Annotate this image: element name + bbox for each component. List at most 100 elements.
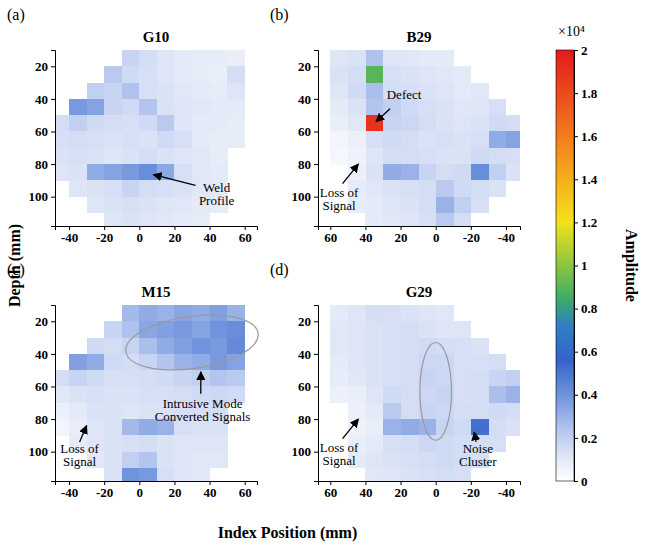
heatmap-cell: [210, 83, 228, 100]
heatmap-cell: [418, 50, 436, 67]
heatmap-cell: [506, 115, 520, 132]
heatmap-cell: [418, 321, 436, 338]
y-axis-tick: 100: [292, 189, 319, 204]
heatmap-cell: [122, 403, 140, 420]
heatmap-cell: [210, 50, 228, 67]
heatmap-cell: [192, 452, 210, 469]
heatmap-cell: [488, 99, 506, 116]
heatmap-cell: [383, 115, 401, 132]
heatmap-cell: [383, 50, 401, 67]
heatmap-cell: [348, 83, 366, 100]
heatmap-cell: [192, 131, 210, 148]
colorbar-axis-tick: 0.8: [574, 301, 598, 316]
heatmap-cell: [365, 386, 383, 403]
heatmap-cell: [227, 370, 245, 387]
heatmap-cell: [401, 213, 419, 226]
heatmap-cell: [210, 99, 228, 116]
x-axis: 6040200-20-40: [319, 226, 521, 245]
heatmap-cell: [192, 148, 210, 165]
y-axis-tick-mark: [314, 131, 318, 132]
heatmap-cell: [365, 99, 383, 116]
heatmap-cell: [365, 83, 383, 100]
heatmap-cell: [365, 164, 383, 181]
x-axis-tick: 60: [239, 226, 252, 245]
y-axis-tick-label: 40: [298, 347, 311, 362]
heatmap-cell: [488, 403, 506, 420]
heatmap-cell: [471, 197, 489, 214]
heatmap-cell: [157, 66, 175, 83]
annotation-arrow: [343, 164, 359, 184]
heatmap-cell: [87, 386, 105, 403]
annotation-line: Signal: [322, 198, 356, 213]
y-axis-tick-label: 20: [35, 314, 48, 329]
heatmap-cell: [436, 115, 454, 132]
heatmap-cell: [418, 435, 436, 452]
heatmap-cell: [365, 354, 383, 371]
x-axis-tick-label: 40: [204, 485, 217, 500]
heatmap-cell: [383, 321, 401, 338]
heatmap-cell: [139, 83, 157, 100]
heatmap-cell: [330, 370, 348, 387]
x-axis-tick: 60: [239, 481, 252, 500]
annotation-line: Converted Signals: [155, 409, 251, 424]
y-axis-tick-label: 20: [298, 314, 311, 329]
heatmap-cell: [365, 338, 383, 355]
heatmap-cell: [104, 131, 122, 148]
heatmap-cell: [174, 83, 192, 100]
heatmap-cell: [383, 419, 401, 436]
heatmap-cell: [69, 99, 87, 116]
heatmap-cell: [418, 468, 436, 481]
heatmap-cell: [506, 403, 520, 420]
heatmap-cell: [227, 321, 245, 338]
axis-line: [319, 227, 521, 231]
panel-title: G29: [406, 284, 433, 300]
heatmap-cell: [330, 115, 348, 132]
heatmap-cell: [157, 83, 175, 100]
heatmap-cell: [87, 403, 105, 420]
heatmap-cell: [383, 197, 401, 214]
heatmap-cell: [330, 386, 348, 403]
x-axis-tick-label: -20: [463, 230, 480, 245]
heatmap-cell: [122, 452, 140, 469]
y-axis-tick-mark: [51, 164, 55, 165]
heatmap-cell: [122, 435, 140, 452]
x-axis: -40-200204060: [56, 481, 258, 500]
heatmap-cell: [330, 99, 348, 116]
y-axis-tick: 60: [298, 379, 318, 394]
heatmap-cell: [383, 435, 401, 452]
heatmap-cell: [453, 66, 471, 83]
colorbar-axis-tick-label: 0.2: [581, 431, 597, 446]
heatmap-cell: [383, 131, 401, 148]
x-axis-tick: -40: [61, 226, 78, 245]
heatmap-cell: [471, 403, 489, 420]
heatmap-cell: [210, 452, 228, 469]
y-axis-tick-label: 60: [35, 124, 48, 139]
heatmap-cell: [506, 148, 520, 165]
heatmap-cell: [436, 354, 454, 371]
heatmap-cell: [192, 305, 210, 322]
annotation-line: Defect: [387, 87, 422, 102]
y-axis-tick: 60: [298, 124, 318, 139]
y-axis-tick-label: 60: [298, 124, 311, 139]
heatmap-cell: [192, 83, 210, 100]
heatmap-cell: [157, 452, 175, 469]
heatmap-cell: [122, 370, 140, 387]
heatmap-cell: [139, 164, 157, 181]
heatmap-cell: [122, 419, 140, 436]
heatmap-cell: [383, 370, 401, 387]
annotation-arrow: [153, 175, 195, 186]
heatmap-cell: [104, 370, 122, 387]
x-axis-tick-label: -40: [61, 230, 78, 245]
heatmap-cell: [210, 354, 228, 371]
x-axis-tick: 20: [395, 481, 408, 500]
heatmap-cell: [383, 164, 401, 181]
axis-line: [575, 51, 579, 482]
heatmap-cell: [506, 164, 520, 181]
heatmap-cell: [104, 66, 122, 83]
heatmap-cell: [401, 354, 419, 371]
y-axis: 20406080100: [29, 51, 56, 227]
heatmap-cell: [401, 386, 419, 403]
y-axis-tick: 80: [298, 412, 318, 427]
heatmap-cell: [453, 131, 471, 148]
heatmap-cell: [139, 468, 157, 481]
